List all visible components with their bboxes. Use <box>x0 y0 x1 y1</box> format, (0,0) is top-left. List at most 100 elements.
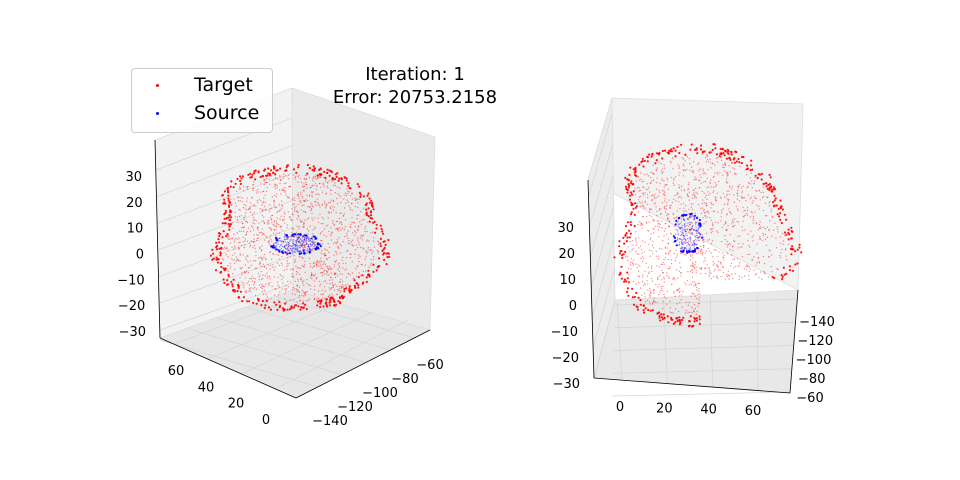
right-source-point-149 <box>673 236 677 239</box>
right-target-point-1589 <box>777 207 780 210</box>
right-target-point-1070 <box>635 231 637 233</box>
right-target-point-27 <box>722 152 725 155</box>
left-target-point-740 <box>244 290 246 293</box>
right-target-point-1312 <box>771 215 774 217</box>
right-source-point-167 <box>691 225 693 228</box>
left-target-point-1078 <box>254 278 256 280</box>
right-target-point-980 <box>703 209 705 211</box>
left-target-point-537 <box>351 209 353 211</box>
right-target-point-1279 <box>647 308 650 312</box>
left-target-point-717 <box>358 254 360 256</box>
right-target-point-1556 <box>769 250 771 252</box>
left-target-point-271 <box>281 208 283 210</box>
right-target-point-1630 <box>752 240 754 242</box>
right-target-point-19 <box>724 196 726 198</box>
right-target-point-625 <box>674 176 677 178</box>
left-target-point-753 <box>287 286 290 288</box>
left-target-point-382 <box>303 280 305 282</box>
right-target-point-252 <box>695 283 697 285</box>
right-target-point-1407 <box>700 268 702 271</box>
right-target-point-543 <box>632 280 635 283</box>
left-target-point-732 <box>229 238 231 240</box>
left-target-point-555 <box>313 241 315 243</box>
right-target-point-130 <box>683 235 685 237</box>
right-target-point-542 <box>653 289 655 291</box>
right-target-point-1012 <box>651 302 654 304</box>
left-source-point-85 <box>302 250 305 252</box>
right-target-point-1000 <box>632 264 635 266</box>
right-target-point-1546 <box>720 212 723 214</box>
left-target-point-1034 <box>349 290 352 293</box>
right-target-point-975 <box>666 290 669 292</box>
left-target-point-1538 <box>347 284 349 286</box>
right-target-point-1539 <box>655 152 659 155</box>
left-source-point-200 <box>292 240 294 242</box>
left-target-point-622 <box>311 194 313 197</box>
right-target-point-1171 <box>650 208 652 210</box>
right-target-point-853 <box>652 303 654 305</box>
left-target-point-875 <box>246 220 248 222</box>
left-target-point-646 <box>334 272 337 275</box>
left-target-point-1263 <box>316 265 318 267</box>
right-source-point-100 <box>683 224 686 226</box>
left-target-point-819 <box>239 196 241 199</box>
right-target-point-720 <box>737 243 740 245</box>
left-target-point-89 <box>239 182 242 185</box>
right-target-point-1198 <box>749 177 751 179</box>
left-source-point-63 <box>291 250 293 252</box>
left-target-point-168 <box>297 240 299 243</box>
right-target-point-1238 <box>715 184 718 186</box>
left-target-point-751 <box>248 267 250 269</box>
right-target-point-810 <box>650 233 652 235</box>
left-target-point-1159 <box>338 301 342 304</box>
right-target-point-744 <box>755 223 758 225</box>
right-target-point-600 <box>712 162 714 165</box>
left-target-point-637 <box>284 290 287 292</box>
right-target-point-879 <box>688 182 690 184</box>
left-target-point-952 <box>314 241 316 244</box>
right-target-point-985 <box>726 190 728 192</box>
left-target-point-1527 <box>347 273 349 275</box>
left-source-point-33 <box>303 249 306 251</box>
left-target-point-249 <box>308 195 311 197</box>
left-target-point-951 <box>323 286 326 288</box>
left-target-point-742 <box>336 197 338 200</box>
left-target-point-834 <box>304 248 306 251</box>
left-target-point-654 <box>268 174 271 177</box>
left-target-point-1326 <box>377 252 379 254</box>
right-source-point-68 <box>681 232 684 234</box>
right-target-point-787 <box>652 289 655 291</box>
left-target-point-279 <box>348 205 350 207</box>
right-target-point-1509 <box>680 218 683 220</box>
left-target-point-1186 <box>370 199 373 202</box>
right-target-point-1450 <box>647 289 649 291</box>
left-target-point-586 <box>288 196 290 199</box>
right-target-point-1482 <box>696 297 698 300</box>
left-target-point-1133 <box>236 216 239 218</box>
left-target-point-165 <box>334 261 337 263</box>
left-target-point-109 <box>260 278 263 281</box>
right-target-point-1662 <box>755 273 758 275</box>
right-target-point-682 <box>742 216 744 218</box>
left-source-point-41 <box>291 251 293 253</box>
left-target-point-728 <box>302 302 305 305</box>
left-target-point-851 <box>272 171 275 175</box>
right-target-point-742 <box>694 212 696 214</box>
right-target-point-569 <box>723 170 726 172</box>
right-x-grid-4 <box>611 391 791 397</box>
right-y-grid-0 <box>616 301 623 381</box>
left-target-point-179 <box>328 269 330 271</box>
right-target-point-544 <box>684 153 687 156</box>
left-target-point-1233 <box>294 208 296 210</box>
left-source-point-208 <box>286 243 288 245</box>
left-target-point-726 <box>271 240 273 242</box>
right-target-point-764 <box>665 252 667 254</box>
left-target-point-1439 <box>335 220 338 223</box>
right-target-point-1418 <box>716 264 718 266</box>
left-target-point-1479 <box>331 295 334 297</box>
left-target-point-1270 <box>318 280 321 283</box>
right-target-point-1302 <box>718 251 720 253</box>
right-target-point-1493 <box>730 262 733 264</box>
right-target-point-718 <box>680 271 682 274</box>
right-target-point-1486 <box>755 221 757 224</box>
